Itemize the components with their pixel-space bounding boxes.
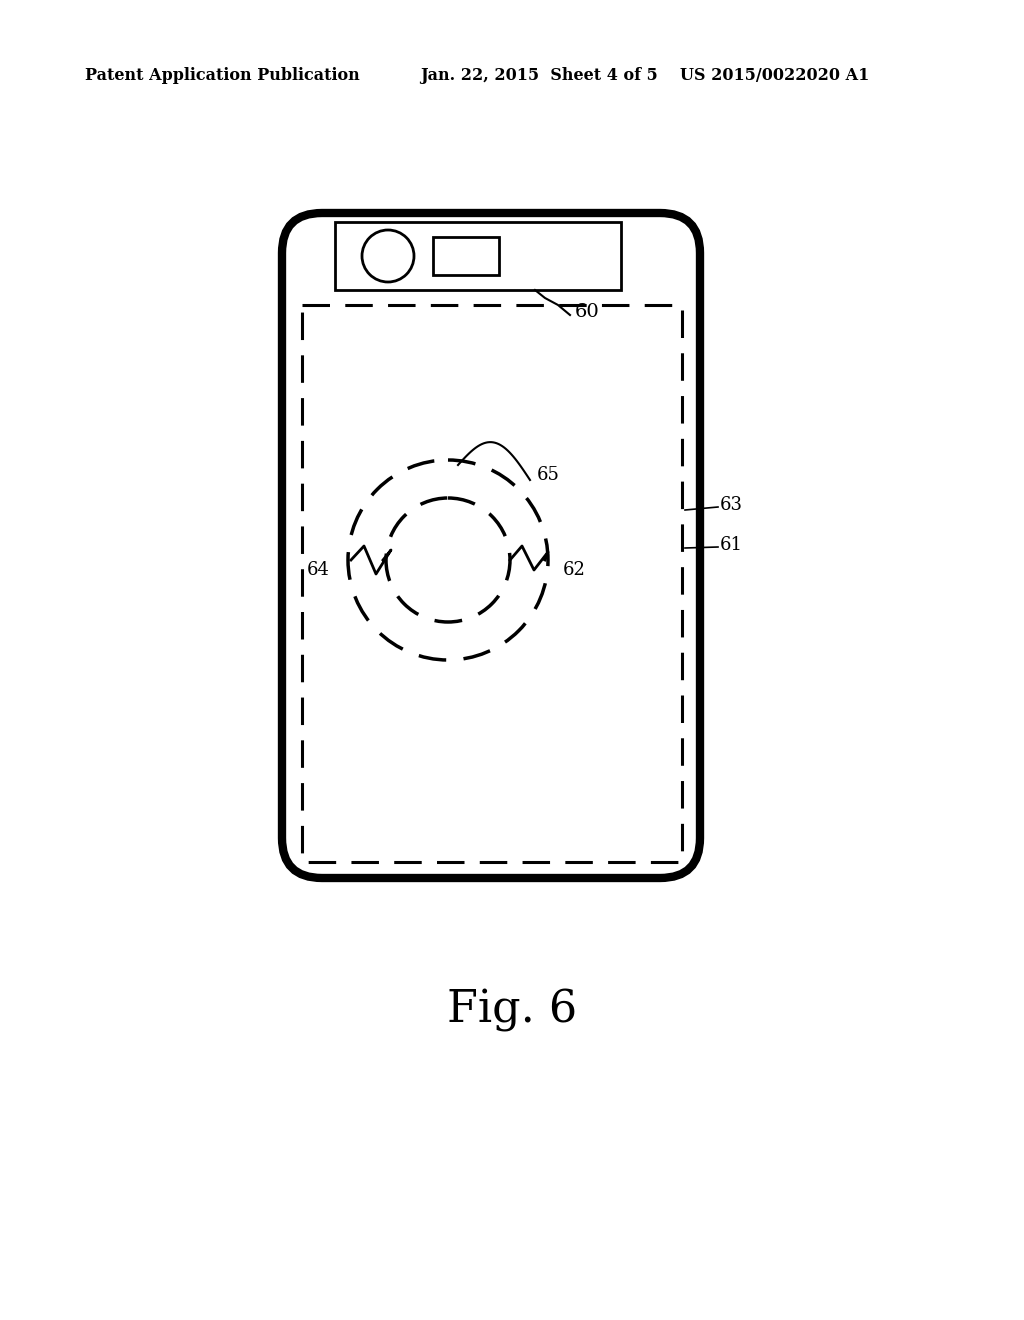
FancyBboxPatch shape <box>282 213 700 878</box>
Text: 65: 65 <box>537 466 560 484</box>
Text: Fig. 6: Fig. 6 <box>446 989 578 1032</box>
Text: US 2015/0022020 A1: US 2015/0022020 A1 <box>680 66 869 83</box>
Text: 61: 61 <box>720 536 743 554</box>
Text: 64: 64 <box>307 561 330 579</box>
Text: 60: 60 <box>575 304 600 321</box>
Bar <box>433 238 499 275</box>
Text: 62: 62 <box>563 561 586 579</box>
Text: 63: 63 <box>720 496 743 513</box>
Bar <box>302 305 682 862</box>
Text: Jan. 22, 2015  Sheet 4 of 5: Jan. 22, 2015 Sheet 4 of 5 <box>420 66 657 83</box>
Bar <box>335 222 621 290</box>
Text: Patent Application Publication: Patent Application Publication <box>85 66 359 83</box>
Circle shape <box>362 230 414 282</box>
